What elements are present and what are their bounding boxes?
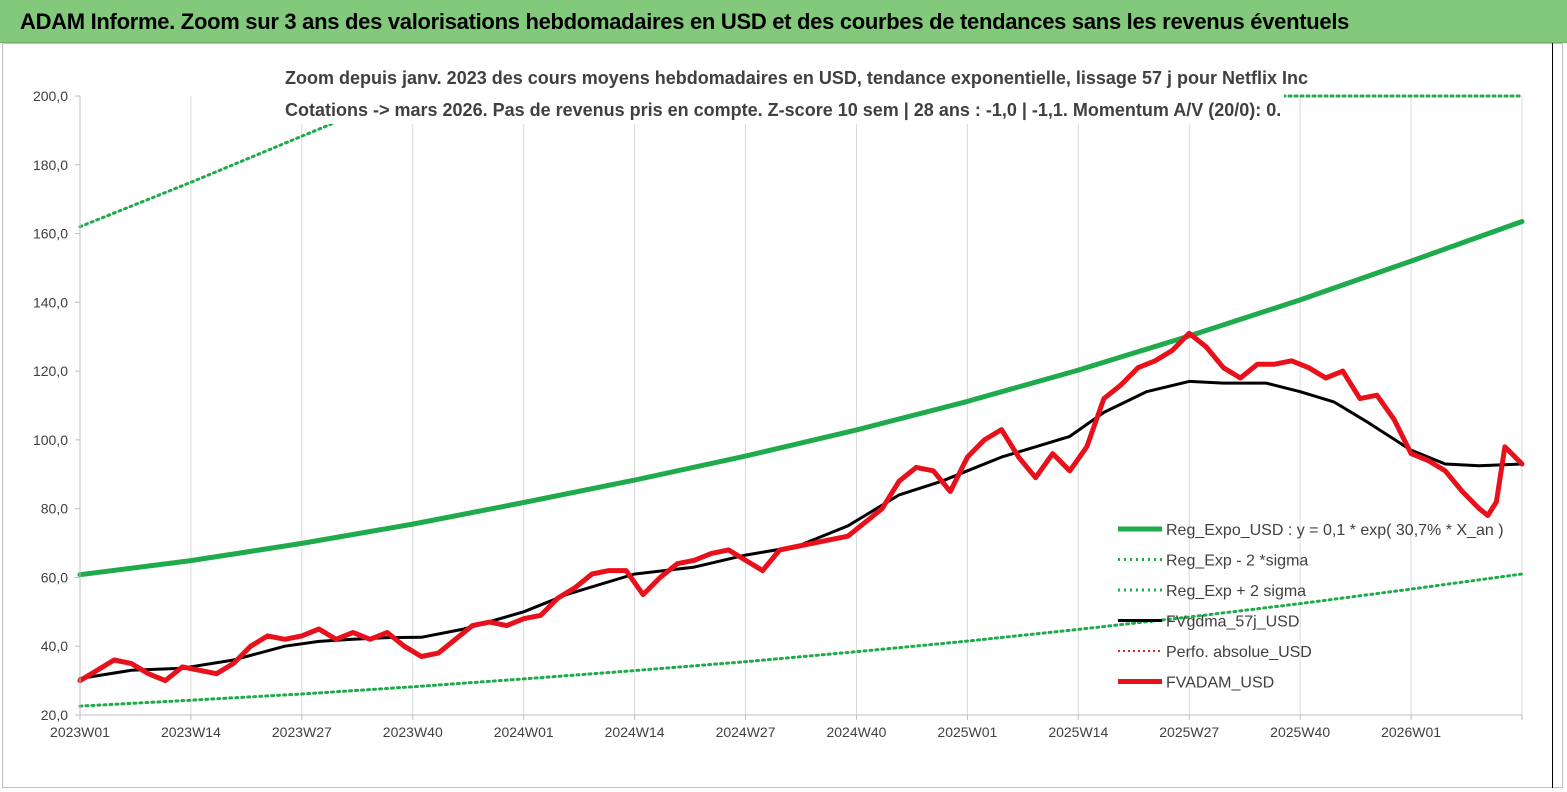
series-smoothed-line: [78, 379, 1524, 680]
chart-frame: [2, 43, 1563, 788]
chart-right-edge: [1552, 43, 1553, 788]
x-tick-label: 2023W40: [383, 724, 443, 740]
grid-lines: [79, 96, 1523, 715]
chart-subtitle-line1: Zoom depuis janv. 2023 des cours moyens …: [285, 68, 1308, 88]
x-tick-label: 2025W27: [1159, 724, 1219, 740]
x-tick-label: 2024W14: [605, 724, 665, 740]
x-axis: 2023W01 2023W14 2023W27 2023W40 2024W01 2024W…: [50, 714, 1523, 740]
legend: Reg_Expo_USD : y = 0,1 * exp( 30,7% * X_…: [1118, 522, 1504, 692]
x-tick-label: 2024W27: [716, 724, 776, 740]
y-tick-label: 200,0: [33, 88, 68, 104]
y-tick-label: 80,0: [41, 501, 68, 517]
legend-entry-label: FVADAM_USD: [1166, 675, 1274, 692]
legend-entry-label: Reg_Exp - 2 *sigma: [1166, 553, 1308, 570]
x-tick-label: 2024W40: [826, 724, 886, 740]
legend-entry-label: FVgdma_57j_USD: [1166, 614, 1299, 631]
series-trend-line: [77, 219, 1525, 578]
x-tick-label: 2023W27: [272, 724, 332, 740]
y-tick-label: 180,0: [33, 157, 68, 173]
page-title: ADAM Informe. Zoom sur 3 ans des valoris…: [20, 9, 1350, 34]
title-bar: ADAM Informe. Zoom sur 3 ans des valoris…: [0, 0, 1567, 43]
x-tick-label: 2026W01: [1381, 724, 1441, 740]
y-axis: 20,0 40,0 60,0 80,0 100,0 120,0 140,0 160,0 180,…: [33, 88, 81, 723]
x-tick-label: 2025W40: [1270, 724, 1330, 740]
x-tick-label: 2023W01: [50, 724, 110, 740]
x-tick-label: 2025W14: [1048, 724, 1108, 740]
x-tick-label: 2024W01: [494, 724, 554, 740]
chart-subtitle-line2: Cotations -> mars 2026. Pas de revenus p…: [285, 100, 1281, 120]
y-tick-label: 40,0: [41, 638, 68, 654]
subtitle-background: [284, 62, 1284, 124]
x-tick-label: 2025W01: [937, 724, 997, 740]
y-tick-label: 160,0: [33, 226, 68, 242]
y-tick-label: 140,0: [33, 294, 68, 310]
legend-entry-label: Perfo. absolue_USD: [1166, 644, 1312, 661]
legend-entry-label: Reg_Expo_USD : y = 0,1 * exp( 30,7% * X_…: [1166, 522, 1504, 539]
y-tick-label: 20,0: [41, 707, 68, 723]
series-price-line: [77, 330, 1525, 684]
x-tick-label: 2023W14: [161, 724, 221, 740]
y-tick-label: 100,0: [33, 432, 68, 448]
y-tick-label: 120,0: [33, 363, 68, 379]
series-layer: [77, 94, 1525, 708]
series-lower-band-line: [78, 572, 1524, 708]
legend-entry-label: Reg_Exp + 2 sigma: [1166, 583, 1306, 600]
y-tick-label: 60,0: [41, 569, 68, 585]
